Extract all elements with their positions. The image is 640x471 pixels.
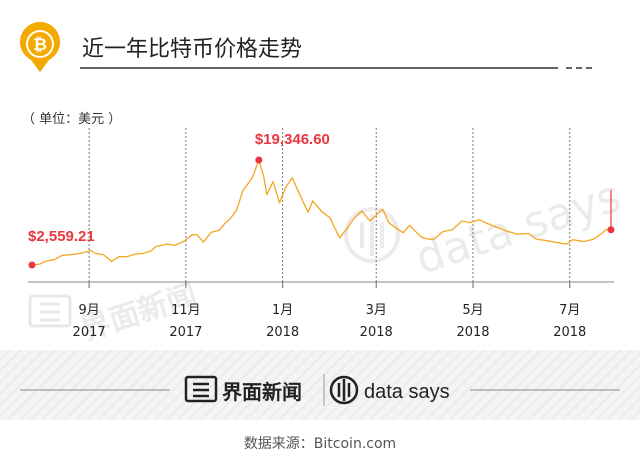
price-series-line-0	[31, 159, 611, 266]
watermark: 界面新闻 data says	[28, 171, 627, 348]
footer-brand-en: data says	[364, 381, 450, 403]
annotation-label-1: $19,346.60	[255, 131, 330, 148]
grid-lines	[88, 128, 571, 282]
x-tick-label-year-4: 2018	[456, 325, 489, 340]
footer-brand-cn: 界面新闻	[222, 380, 302, 404]
watermark-datasays-icon	[344, 207, 400, 263]
chart-title: 近一年比特币价格走势	[82, 37, 302, 62]
x-tick-label-month-5: 7月	[559, 303, 580, 318]
x-tick-label-year-3: 2018	[360, 325, 393, 340]
x-tick-label-year-2: 2018	[266, 325, 299, 340]
x-tick-label-month-3: 3月	[366, 303, 387, 318]
x-tick-label-month-0: 9月	[78, 303, 99, 318]
x-tick-label-year-0: 2017	[73, 325, 106, 340]
x-tick-label-month-2: 1月	[272, 303, 293, 318]
annotation-point-0	[28, 261, 36, 269]
footer-datasays-icon	[329, 375, 359, 405]
svg-text:₿: ₿	[33, 35, 47, 55]
watermark-news-icon	[28, 294, 72, 328]
footer-band	[0, 350, 640, 420]
annotations-layer: $2,559.21 $19,346.60	[28, 131, 330, 269]
x-tick-label-month-4: 5月	[462, 303, 483, 318]
watermark-brand-en: data says	[410, 171, 627, 285]
data-source: 数据来源：Bitcoin.com	[244, 436, 396, 452]
bitcoin-pin-icon: ₿	[19, 22, 60, 72]
x-tick-label-month-1: 11月	[171, 303, 201, 318]
x-axis-ticks: 9月 2017 11月 2017 1月 2018 3月 2018 5月 2018 7月 2018	[73, 282, 586, 340]
x-tick-label-year-1: 2017	[169, 325, 202, 340]
unit-label: （ 单位：美元 ）	[22, 112, 121, 127]
x-tick-label-year-5: 2018	[553, 325, 586, 340]
annotation-point-1	[255, 156, 263, 164]
footer-news-icon	[184, 375, 218, 403]
series-layer	[31, 159, 615, 266]
annotation-label-0: $2,559.21	[28, 228, 95, 245]
